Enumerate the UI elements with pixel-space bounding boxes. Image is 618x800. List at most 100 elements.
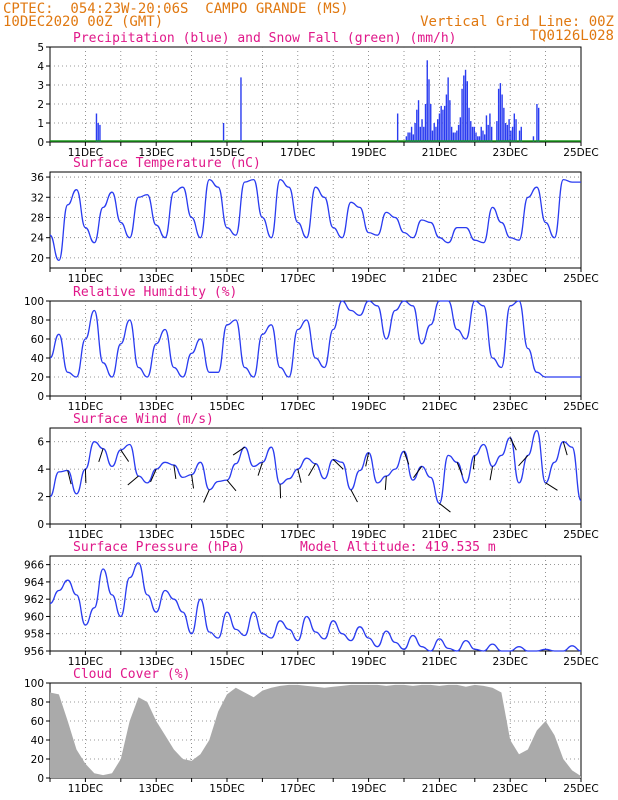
y-tick-label: 20 xyxy=(31,754,44,766)
precip-bar xyxy=(490,126,493,142)
panel-frame xyxy=(49,171,582,269)
precip-bar xyxy=(510,130,512,142)
precip-bar xyxy=(409,132,411,142)
panel-title: Surface Pressure (hPa) xyxy=(73,540,245,555)
wind-arrow xyxy=(350,489,358,503)
precip-bar xyxy=(449,100,451,142)
panel-6: 0 20 40 60 80 100 11DEC 13DEC 15DEC 17DEC 19DEC 21D… xyxy=(24,667,599,795)
panel-1: 0 1 2 3 4 5 11DEC 13DEC 15DEC 17DEC 19DEC 21DEC 23DE… xyxy=(37,31,598,159)
wind-arrow xyxy=(226,479,237,492)
series-line xyxy=(49,178,581,262)
x-tick-label: 15DEC xyxy=(209,401,244,413)
wind-arrow xyxy=(297,469,302,483)
wind-arrow xyxy=(489,466,493,481)
precip-bar xyxy=(470,121,472,142)
panel-5: 956 958 960 962 964 966 11DEC 13DEC 15DEC 17DEC 19… xyxy=(24,540,599,668)
x-tick-label: 19DEC xyxy=(351,401,386,413)
precip-bar xyxy=(536,104,538,142)
y-tick-label: 3 xyxy=(37,80,44,92)
x-tick-label: 25DEC xyxy=(563,401,598,413)
precip-bar xyxy=(471,126,474,142)
y-tick-label: 100 xyxy=(24,678,44,690)
precip-bar xyxy=(497,88,500,142)
wind-arrow xyxy=(191,474,195,489)
vertical-grid-note: Vertical Grid Line: 00Z xyxy=(420,14,614,30)
precip-bar xyxy=(414,123,416,142)
y-tick-label: 0 xyxy=(37,519,44,531)
x-tick-label: 21DEC xyxy=(422,401,457,413)
precip-bar xyxy=(489,113,491,142)
precip-bar xyxy=(482,130,484,142)
precip-bar xyxy=(466,81,468,142)
x-tick-label: 11DEC xyxy=(68,656,103,668)
x-tick-label: 19DEC xyxy=(351,783,386,795)
wind-arrow xyxy=(257,462,263,476)
wind-arrow xyxy=(456,462,463,476)
y-tick-label: 0 xyxy=(37,773,44,785)
x-tick-label: 23DEC xyxy=(492,656,527,668)
x-tick-label: 11DEC xyxy=(68,273,103,285)
y-tick-label: 40 xyxy=(31,735,44,747)
x-tick-label: 15DEC xyxy=(209,783,244,795)
y-tick-label: 962 xyxy=(24,594,44,606)
x-tick-label: 19DEC xyxy=(351,656,386,668)
precip-bar xyxy=(407,132,409,142)
panel-2: 20 24 28 32 36 11DEC 13DEC 15DEC 17DEC 19DEC 21DEC… xyxy=(31,156,599,285)
wind-arrow xyxy=(472,455,476,470)
precip-bar xyxy=(515,119,517,142)
y-tick-label: 24 xyxy=(31,233,45,245)
precip-bar xyxy=(496,121,498,142)
precip-bar xyxy=(222,123,225,142)
precip-bar xyxy=(426,60,428,142)
precip-bar xyxy=(435,126,437,142)
panel-annotation: Model Altitude: 419.535 m xyxy=(300,540,496,555)
y-tick-label: 956 xyxy=(24,646,44,658)
wind-arrow xyxy=(518,455,529,467)
model-code: TQ0126L028 xyxy=(529,28,614,44)
x-tick-label: 17DEC xyxy=(280,401,315,413)
wind-arrow xyxy=(403,451,410,465)
y-tick-label: 20 xyxy=(31,253,44,265)
x-tick-label: 11DEC xyxy=(68,529,103,541)
precip-bar xyxy=(484,134,486,142)
y-tick-label: 36 xyxy=(31,172,45,184)
wind-arrow xyxy=(203,489,210,503)
precip-bar xyxy=(438,113,441,142)
y-tick-label: 2 xyxy=(37,492,44,504)
precip-bar xyxy=(508,119,510,142)
wind-arrow xyxy=(439,503,451,513)
wind-arrow xyxy=(509,437,517,451)
panel-frame xyxy=(49,46,582,143)
precip-bar xyxy=(421,119,423,142)
precip-bar xyxy=(485,115,488,142)
wind-arrow xyxy=(173,464,177,479)
x-tick-label: 15DEC xyxy=(209,147,244,159)
precip-bar xyxy=(424,104,427,142)
precip-bar xyxy=(506,124,509,142)
precip-bar xyxy=(419,126,421,142)
precip-bar xyxy=(416,109,418,142)
panel-title: Precipitation (blue) and Snow Fall (gree… xyxy=(73,31,457,46)
y-tick-label: 28 xyxy=(31,212,44,224)
precip-bar xyxy=(468,107,470,142)
precip-bar xyxy=(513,113,516,142)
x-tick-label: 21DEC xyxy=(422,147,457,159)
x-tick-label: 13DEC xyxy=(138,273,173,285)
precip-bar xyxy=(452,132,455,142)
series-line xyxy=(49,562,582,652)
x-tick-label: 21DEC xyxy=(422,656,457,668)
precip-bar xyxy=(440,105,442,142)
y-tick-label: 1 xyxy=(37,118,44,130)
wind-arrow xyxy=(308,463,316,477)
precip-bar xyxy=(443,105,446,142)
wind-arrow xyxy=(365,452,370,467)
wind-arrow xyxy=(127,475,139,486)
y-tick-label: 958 xyxy=(24,629,44,641)
precip-bar xyxy=(95,113,98,142)
x-tick-label: 23DEC xyxy=(492,401,527,413)
panels: 0 1 2 3 4 5 11DEC 13DEC 15DEC 17DEC 19DEC 21DEC 23DE… xyxy=(24,31,599,795)
wind-arrow xyxy=(562,441,568,456)
precip-bar xyxy=(504,123,507,142)
run-date: 10DEC2020 00Z (GMT) xyxy=(3,14,164,30)
